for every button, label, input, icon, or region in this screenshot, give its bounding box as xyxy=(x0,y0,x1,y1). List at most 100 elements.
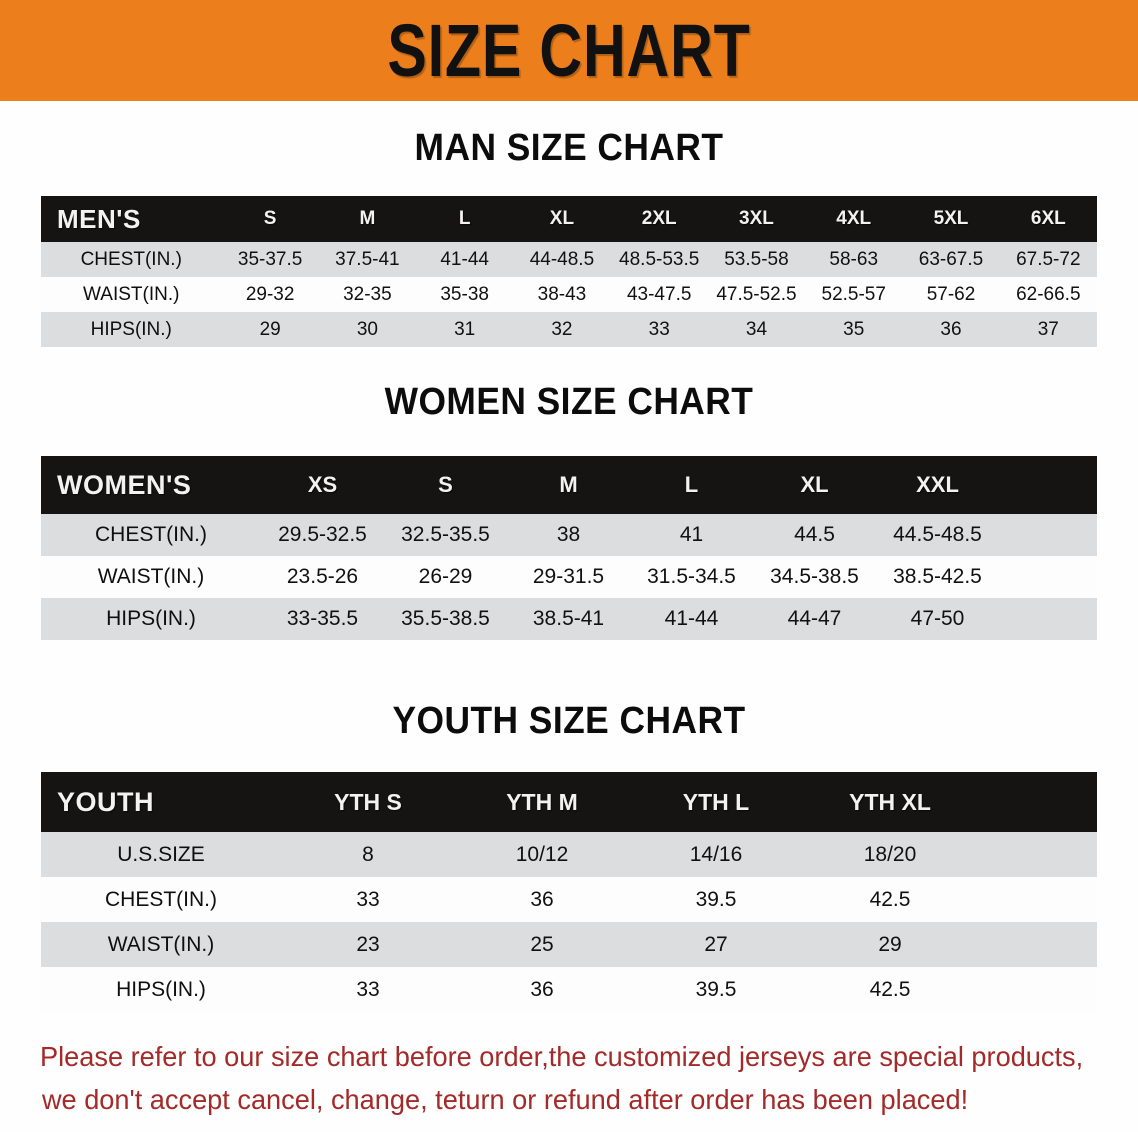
men-measurement-value: 29-32 xyxy=(245,283,295,305)
youth-row-spacer xyxy=(977,877,1097,922)
youth-measurement-value: 36 xyxy=(530,887,554,911)
youth-header-spacer xyxy=(977,772,1097,832)
men-size-column-header: 4XL xyxy=(836,208,872,229)
youth-size-column-header: YTH S xyxy=(334,788,402,815)
men-measurement-value: 35 xyxy=(843,318,865,340)
table-row: WAIST(IN.) 29-32 32-35 35-38 38-43 43-47.5 47.… xyxy=(41,277,1097,312)
men-size-column-header: 3XL xyxy=(739,208,774,229)
men-measurement-value: 36 xyxy=(940,318,962,340)
banner: SIZE CHART xyxy=(0,0,1138,101)
table-row: CHEST(IN.) 33 36 39.5 42.5 xyxy=(41,877,1097,922)
men-measurement-value: 37.5-41 xyxy=(335,248,400,270)
men-size-column-header: S xyxy=(263,208,277,229)
women-size-column-header: L xyxy=(684,472,699,497)
men-measurement-value: 44-48.5 xyxy=(529,248,595,270)
women-header-row: WOMEN'S XS S M L XL XXL xyxy=(41,456,1097,514)
men-measurement-label: HIPS(IN.) xyxy=(90,318,172,340)
women-measurement-value: 34.5-38.5 xyxy=(770,565,859,588)
women-measurement-label: HIPS(IN.) xyxy=(106,607,196,630)
women-row-spacer xyxy=(999,556,1097,598)
youth-measurement-label: HIPS(IN.) xyxy=(116,977,206,1001)
men-measurement-value: 57-62 xyxy=(926,283,976,305)
table-row: HIPS(IN.) 33 36 39.5 42.5 xyxy=(41,967,1097,1012)
men-measurement-value: 31 xyxy=(454,318,476,340)
women-row-spacer xyxy=(999,514,1097,556)
men-measurement-value: 58-63 xyxy=(829,248,879,270)
women-measurement-value: 23.5-26 xyxy=(286,565,359,588)
women-size-column-header: XXL xyxy=(916,472,959,497)
women-measurement-value: 29.5-32.5 xyxy=(278,523,367,546)
youth-measurement-value: 33 xyxy=(356,977,380,1001)
men-measurement-value: 33 xyxy=(648,318,670,340)
women-size-column-header: XS xyxy=(307,472,338,497)
youth-table-corner-label: YOUTH xyxy=(57,786,154,817)
women-measurement-value: 47-50 xyxy=(910,607,965,630)
disclaimer-line-1: Please refer to our size chart before or… xyxy=(40,1041,1084,1072)
women-measurement-value: 38 xyxy=(556,523,581,546)
youth-measurement-value: 29 xyxy=(878,932,902,956)
youth-measurement-label: U.S.SIZE xyxy=(117,842,205,866)
men-measurement-label: CHEST(IN.) xyxy=(80,248,182,270)
men-measurement-value: 63-67.5 xyxy=(918,248,984,270)
men-measurement-value: 41-44 xyxy=(440,248,489,270)
women-measurement-value: 41-44 xyxy=(664,607,719,630)
table-row: CHEST(IN.) 29.5-32.5 32.5-35.5 38 41 44.5 44.5… xyxy=(41,514,1097,556)
women-measurement-label: CHEST(IN.) xyxy=(95,523,207,546)
men-measurement-value: 52.5-57 xyxy=(821,283,886,305)
women-measurement-value: 38.5-42.5 xyxy=(893,565,982,588)
section-title-women: WOMEN SIZE CHART xyxy=(384,381,754,423)
youth-measurement-value: 23 xyxy=(356,932,380,956)
women-measurement-value: 44-47 xyxy=(787,607,842,630)
youth-measurement-value: 42.5 xyxy=(869,887,911,911)
youth-measurement-value: 25 xyxy=(530,932,554,956)
youth-row-spacer xyxy=(977,832,1097,877)
youth-measurement-value: 14/16 xyxy=(689,842,743,866)
men-measurement-label: WAIST(IN.) xyxy=(83,283,180,305)
youth-measurement-value: 39.5 xyxy=(695,887,737,911)
men-measurement-value: 62-66.5 xyxy=(1016,283,1081,305)
men-measurement-value: 48.5-53.5 xyxy=(619,248,700,270)
section-title-youth: YOUTH SIZE CHART xyxy=(392,700,746,742)
youth-header-row: YOUTH YTH S YTH M YTH L YTH XL xyxy=(41,772,1097,832)
youth-size-column-header: YTH M xyxy=(506,788,578,815)
youth-size-column-header: YTH XL xyxy=(849,788,931,815)
men-measurement-value: 32-35 xyxy=(343,283,392,305)
youth-table-body: U.S.SIZE 8 10/12 14/16 18/20 CHEST(IN.) 33 36 39… xyxy=(41,832,1097,1012)
women-header-spacer xyxy=(999,456,1097,514)
banner-title: SIZE CHART xyxy=(387,8,751,92)
women-measurement-value: 31.5-34.5 xyxy=(647,565,736,588)
men-size-column-header: 6XL xyxy=(1030,208,1066,229)
men-size-column-header: M xyxy=(359,208,376,229)
men-measurement-value: 29 xyxy=(259,318,281,340)
women-measurement-value: 44.5 xyxy=(794,523,835,546)
disclaimer: Please refer to our size chart before or… xyxy=(40,1035,1084,1122)
men-measurement-value: 43-47.5 xyxy=(626,283,692,305)
men-measurement-value: 32 xyxy=(551,318,573,340)
youth-measurement-value: 18/20 xyxy=(863,842,917,866)
men-size-column-header: XL xyxy=(549,208,575,229)
women-table-head: WOMEN'S XS S M L XL XXL xyxy=(41,456,1097,514)
women-table-corner-label: WOMEN'S xyxy=(57,469,192,500)
men-measurement-value: 53.5-58 xyxy=(724,248,789,270)
youth-measurement-value: 27 xyxy=(704,932,728,956)
men-size-table: MEN'S S M L XL 2XL 3XL 4XL 5XL 6XL CHEST(IN.) 35-3… xyxy=(41,196,1097,347)
men-table-body: CHEST(IN.) 35-37.5 37.5-41 41-44 44-48.5 48.5… xyxy=(41,242,1097,347)
women-table-body: CHEST(IN.) 29.5-32.5 32.5-35.5 38 41 44.5 44.5… xyxy=(41,514,1097,640)
table-row: U.S.SIZE 8 10/12 14/16 18/20 xyxy=(41,832,1097,877)
men-table-head: MEN'S S M L XL 2XL 3XL 4XL 5XL 6XL xyxy=(41,196,1097,242)
youth-table-head: YOUTH YTH S YTH M YTH L YTH XL xyxy=(41,772,1097,832)
women-measurement-value: 38.5-41 xyxy=(532,607,605,630)
table-row: HIPS(IN.) 29 30 31 32 33 34 35 36 37 xyxy=(41,312,1097,347)
youth-row-spacer xyxy=(977,967,1097,1012)
men-measurement-value: 30 xyxy=(356,318,378,340)
women-size-column-header: M xyxy=(559,472,578,497)
table-row: WAIST(IN.) 23 25 27 29 xyxy=(41,922,1097,967)
women-measurement-value: 33-35.5 xyxy=(286,607,359,630)
table-row: HIPS(IN.) 33-35.5 35.5-38.5 38.5-41 41-44 44-… xyxy=(41,598,1097,640)
women-row-spacer xyxy=(999,598,1097,640)
men-measurement-value: 34 xyxy=(745,318,768,340)
table-row: WAIST(IN.) 23.5-26 26-29 29-31.5 31.5-34.5 34… xyxy=(41,556,1097,598)
youth-measurement-value: 36 xyxy=(530,977,554,1001)
youth-measurement-label: CHEST(IN.) xyxy=(105,887,217,911)
